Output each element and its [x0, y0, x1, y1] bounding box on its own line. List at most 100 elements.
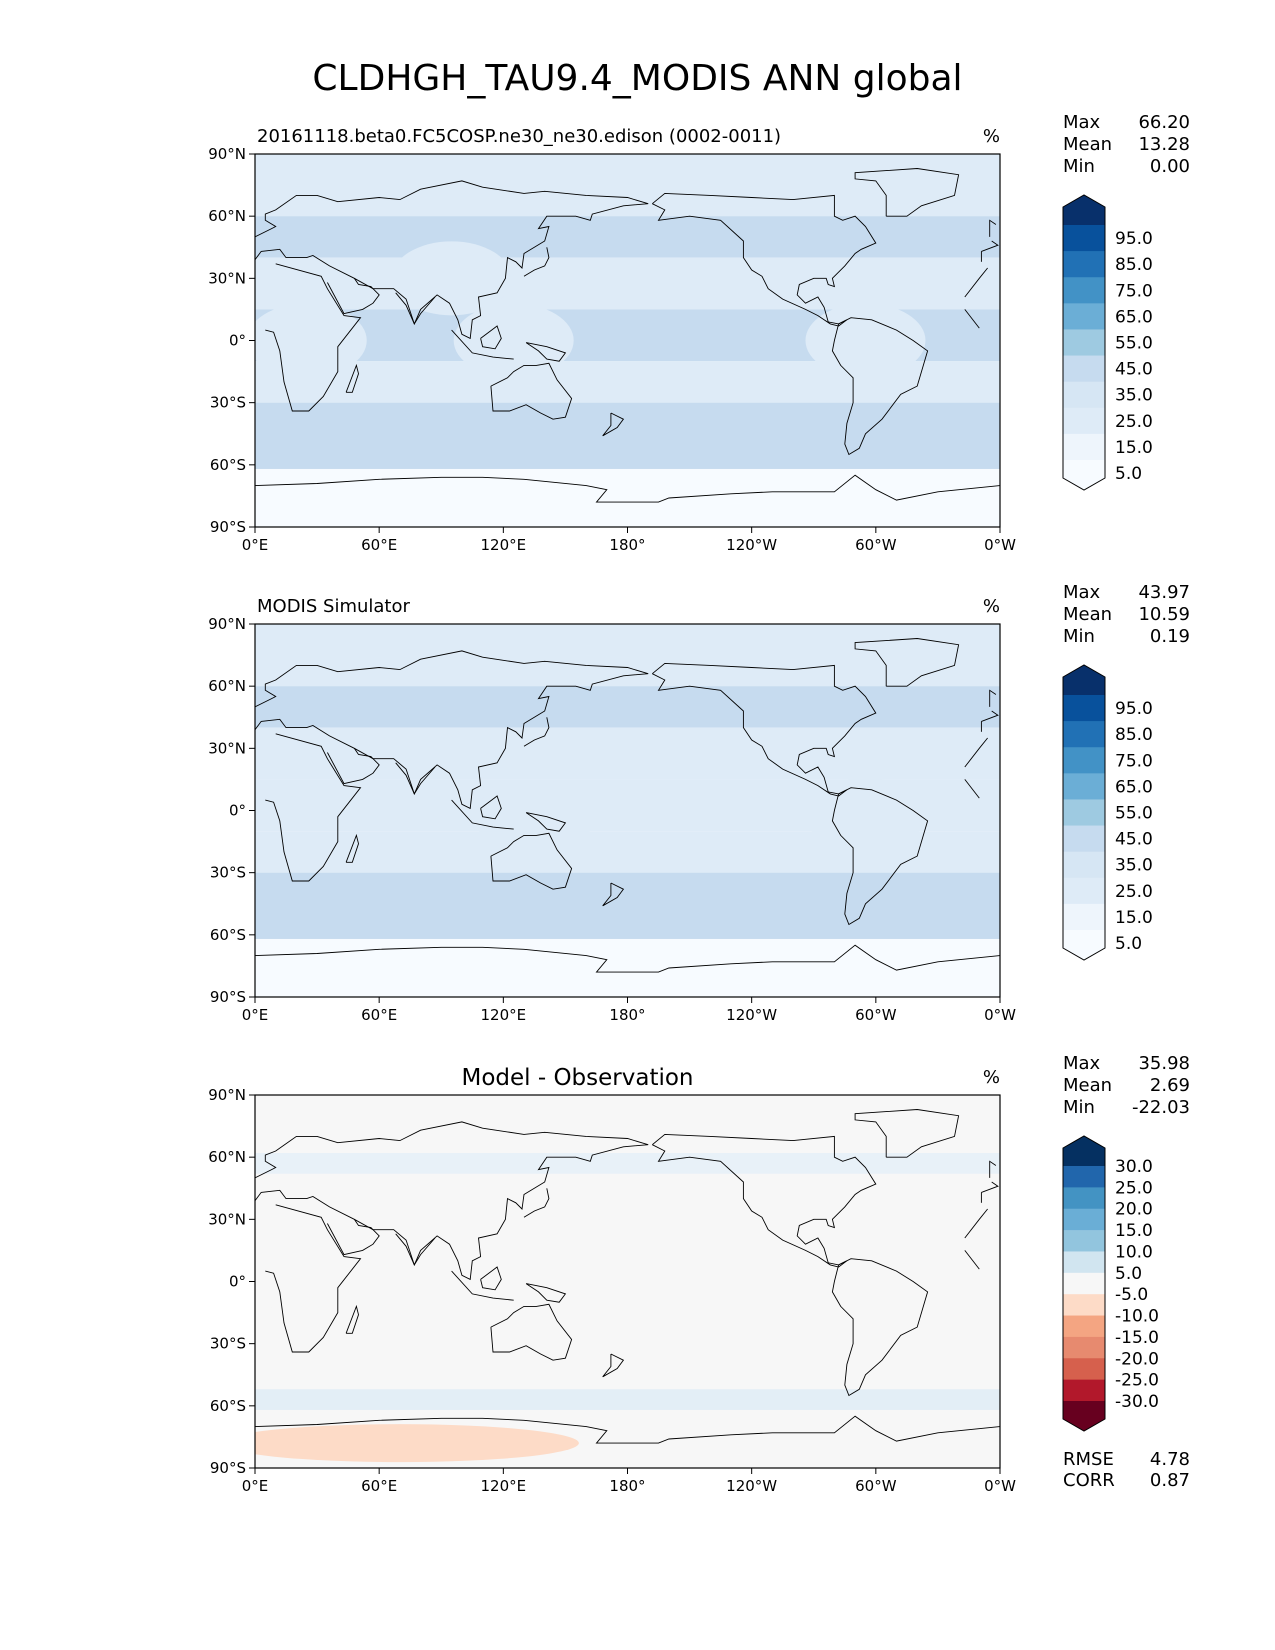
colorbar-bin	[1063, 903, 1105, 931]
x-tick-label: 0°W	[984, 1006, 1016, 1024]
africa-coast	[964, 1250, 980, 1270]
colorbar-extend-bottom	[1063, 930, 1105, 960]
borneo-coast	[480, 1266, 502, 1291]
south-america-coast	[831, 787, 929, 926]
x-tick-label: 0°W	[984, 536, 1016, 554]
panel-title: Model - Observation	[461, 1065, 693, 1091]
arabia-coast	[327, 1219, 380, 1256]
x-tick-label: 120°W	[726, 536, 777, 554]
y-tick-label: 60°S	[210, 1397, 246, 1415]
colorbar-bin	[1063, 251, 1105, 278]
australia-coast	[490, 832, 573, 890]
contour-blob	[805, 303, 926, 378]
colorbar-outline	[1062, 194, 1106, 491]
y-tick-label: 90°N	[208, 145, 246, 163]
europe-asia-coast	[981, 710, 999, 722]
colorbar-bin	[1063, 1379, 1105, 1402]
contour-field	[255, 1095, 1000, 1468]
panel-title: 20161118.beta0.FC5COSP.ne30_ne30.edison …	[257, 126, 781, 147]
north-america-coast	[652, 192, 877, 327]
panel-units: %	[983, 126, 1000, 147]
stat-label-mean: Mean	[1063, 604, 1112, 625]
indonesia-coast	[451, 799, 514, 830]
colorbar-tick-label: 65.0	[1115, 777, 1153, 797]
contour-blob	[255, 1424, 579, 1463]
new-guinea-coast	[525, 342, 567, 362]
britain-coast	[989, 689, 997, 707]
y-tick-label: 60°N	[208, 1148, 246, 1166]
colorbar-tick-label: 25.0	[1115, 1178, 1153, 1198]
colorbar-bin	[1063, 877, 1105, 905]
contour-field	[255, 624, 1000, 997]
colorbar-bin	[1063, 407, 1105, 435]
japan-coast	[523, 1188, 550, 1218]
colorbar-tick-label: 25.0	[1115, 412, 1153, 432]
colorbar-bin	[1063, 825, 1105, 853]
europe-asia-coast	[255, 650, 649, 810]
australia-coast	[490, 362, 573, 420]
panel-units: %	[983, 596, 1000, 617]
colorbar-bin	[1063, 721, 1105, 748]
zonal-band	[255, 1153, 1000, 1174]
new-guinea-coast	[525, 1283, 567, 1303]
panel-units: %	[983, 1067, 1000, 1088]
zonal-band	[255, 872, 1000, 939]
europe-asia-coast	[255, 1121, 649, 1281]
y-tick-label: 30°N	[208, 1210, 246, 1228]
colorbar-tick-label: 75.0	[1115, 281, 1153, 301]
colorbar-extend-top	[1063, 1136, 1105, 1166]
y-tick-label: 90°N	[208, 615, 246, 633]
japan-coast	[523, 717, 550, 747]
x-tick-label: 120°W	[726, 1006, 777, 1024]
y-tick-label: 30°S	[210, 1335, 246, 1353]
contour-blob	[805, 777, 926, 852]
north-america-coast	[652, 662, 877, 797]
antarctica-coast	[255, 944, 1000, 973]
y-tick-label: 60°S	[210, 926, 246, 944]
stat-label-mean: Mean	[1063, 1075, 1112, 1096]
greenland-coast	[854, 1109, 960, 1158]
colorbar-tick-label: 55.0	[1115, 804, 1153, 824]
stat-label-mean: Mean	[1063, 134, 1112, 155]
contour-blob	[255, 303, 367, 378]
x-tick-label: 120°W	[726, 1477, 777, 1495]
y-tick-label: 90°N	[208, 1086, 246, 1104]
colorbar-extend-top	[1063, 195, 1105, 225]
colorbar-extend-top	[1063, 665, 1105, 695]
colorbar-tick-label: 30.0	[1115, 1157, 1153, 1177]
colorbar-tick-label: 85.0	[1115, 725, 1153, 745]
panel-title: MODIS Simulator	[257, 596, 410, 617]
greenland-coast	[854, 638, 960, 687]
indonesia-coast	[451, 1270, 514, 1301]
stat-value-min: 0.19	[1150, 626, 1190, 647]
colorbar-bin	[1063, 1272, 1105, 1295]
stat-label-max: Max	[1063, 1053, 1101, 1074]
x-tick-label: 60°W	[855, 1477, 897, 1495]
india-coast	[395, 1233, 436, 1266]
contour-blob	[391, 241, 512, 316]
colorbar-bin	[1063, 303, 1105, 330]
colorbar-extend-bottom	[1063, 460, 1105, 490]
y-tick-label: 30°N	[208, 269, 246, 287]
colorbar-outline	[1062, 664, 1106, 961]
y-tick-label: 60°S	[210, 456, 246, 474]
colorbar-tick-label: 65.0	[1115, 307, 1153, 327]
stat-value-mean: 10.59	[1138, 604, 1190, 625]
borneo-coast	[480, 795, 502, 820]
colorbar-tick-label: -20.0	[1115, 1349, 1159, 1369]
zonal-band	[255, 624, 1000, 687]
stat-value-max: 35.98	[1138, 1053, 1190, 1074]
colorbar-tick-label: 35.0	[1115, 856, 1153, 876]
colorbar-bin	[1063, 1358, 1105, 1381]
contour-field	[255, 154, 1000, 527]
colorbar: 95.0 85.0 75.0 65.0 55.0 45.0 35.0 25.0 15.0 5.0	[1062, 664, 1153, 961]
colorbar-bin	[1063, 799, 1105, 827]
colorbar-tick-label: 35.0	[1115, 386, 1153, 406]
x-tick-label: 0°E	[242, 536, 269, 554]
greenland-coast	[854, 168, 960, 217]
colorbar-bin	[1063, 1315, 1105, 1338]
x-tick-label: 180°	[609, 1477, 645, 1495]
stat-label-max: Max	[1063, 112, 1101, 133]
colorbar-bin	[1063, 433, 1105, 461]
colorbar: 95.0 85.0 75.0 65.0 55.0 45.0 35.0 25.0 15.0 5.0	[1062, 194, 1153, 491]
